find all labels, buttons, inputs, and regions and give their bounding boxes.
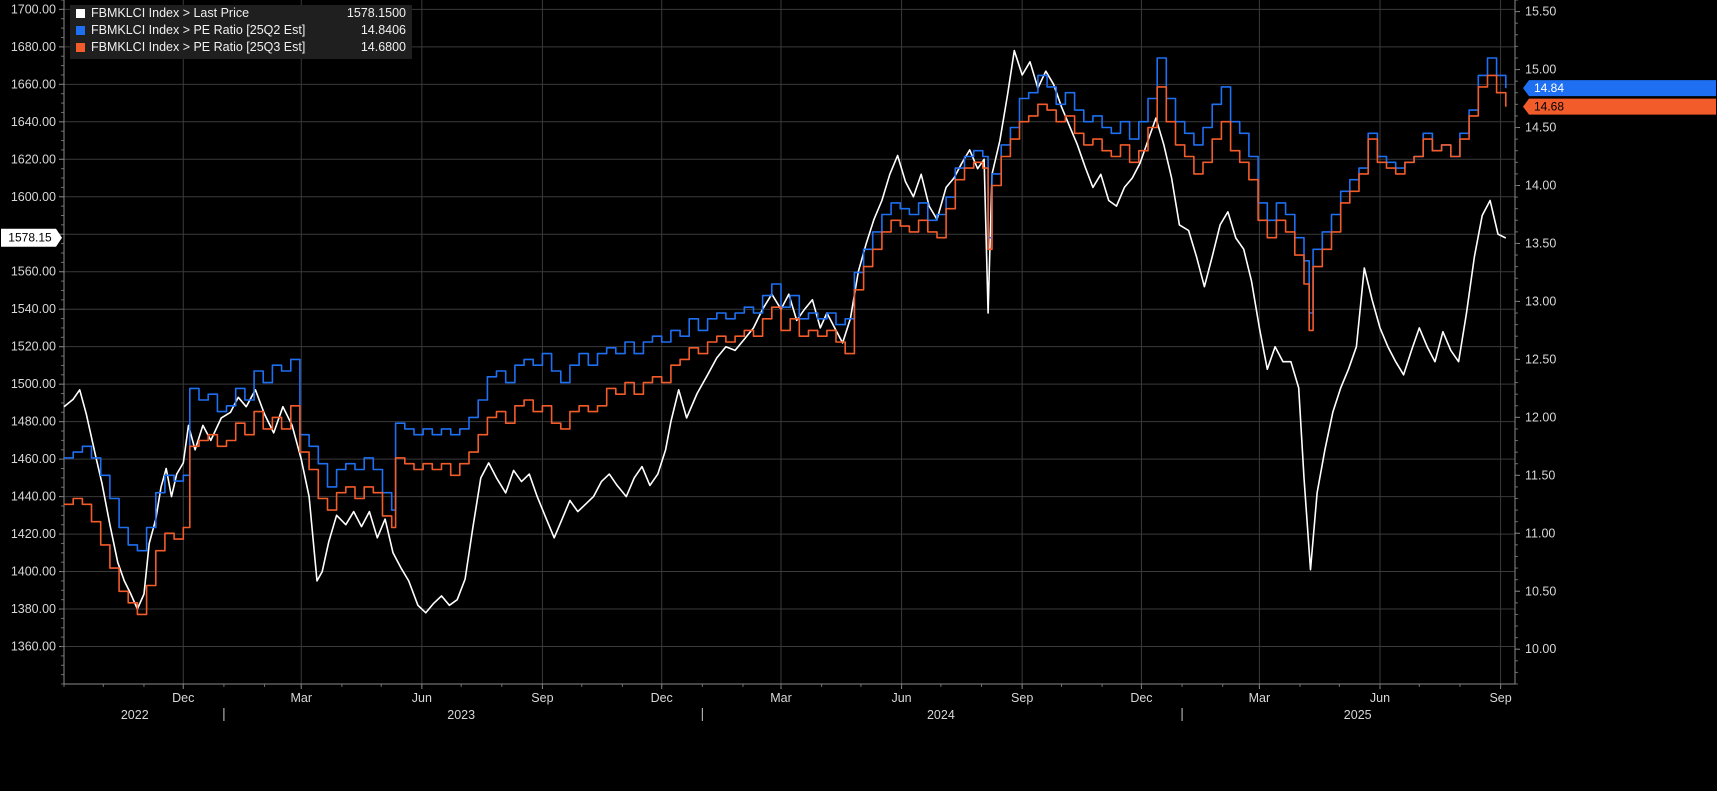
- series-line-pe-25q2: [64, 57, 1507, 552]
- tag-label: 1578.15: [8, 231, 52, 245]
- pe-ratio-tag: 14.84: [1523, 80, 1716, 97]
- left-tick-label: 1600.00: [11, 190, 56, 204]
- x-year-label: 2025: [1344, 708, 1372, 722]
- series-line-pe-25q3: [64, 74, 1507, 616]
- tag-label: 14.68: [1534, 100, 1564, 114]
- tag-shape: [1, 228, 62, 247]
- left-tick-label: 1560.00: [11, 265, 56, 279]
- x-year-label: 2023: [447, 708, 475, 722]
- pe-ratio-tag: 14.68: [1523, 98, 1716, 115]
- x-year-label: 2022: [121, 708, 149, 722]
- legend-item-pe-25q2: FBMKLCI Index > PE Ratio [25Q2 Est] 14.8…: [70, 22, 412, 39]
- legend-item-pe-25q3: FBMKLCI Index > PE Ratio [25Q3 Est] 14.6…: [70, 39, 412, 56]
- tag-label: 14.84: [1534, 81, 1564, 95]
- left-tick-label: 1380.00: [11, 602, 56, 616]
- x-month-label: Dec: [172, 691, 194, 705]
- x-month-label: Sep: [531, 691, 553, 705]
- x-month-label: Sep: [1011, 691, 1033, 705]
- left-tick-label: 1540.00: [11, 302, 56, 316]
- x-month-label: Jun: [891, 691, 911, 705]
- x-month-label: Mar: [290, 691, 312, 705]
- left-tick-label: 1520.00: [11, 340, 56, 354]
- right-tick-label: 13.50: [1525, 236, 1556, 250]
- right-tick-label: 12.50: [1525, 352, 1556, 366]
- right-tick-label: 15.50: [1525, 5, 1556, 19]
- left-tick-label: 1420.00: [11, 527, 56, 541]
- legend-value: 14.8406: [360, 23, 406, 37]
- left-tick-label: 1460.00: [11, 452, 56, 466]
- chart-legend: FBMKLCI Index > Last Price 1578.1500 FBM…: [70, 5, 412, 59]
- x-month-label: Mar: [770, 691, 792, 705]
- left-tick-label: 1500.00: [11, 377, 56, 391]
- legend-label: FBMKLCI Index > PE Ratio [25Q3 Est]: [91, 40, 306, 54]
- left-tick-label: 1620.00: [11, 152, 56, 166]
- x-month-label: Sep: [1489, 691, 1511, 705]
- right-tick-label: 10.50: [1525, 584, 1556, 598]
- x-month-label: Mar: [1249, 691, 1271, 705]
- left-tick-label: 1640.00: [11, 115, 56, 129]
- right-tick-label: 15.00: [1525, 63, 1556, 77]
- x-month-label: Jun: [412, 691, 432, 705]
- left-tick-label: 1660.00: [11, 77, 56, 91]
- series-lines: [63, 49, 1507, 616]
- legend-value: 14.6800: [360, 40, 406, 54]
- axes: 1360.00 1380.00 1400.00 1420.00 1440.00 1460.…: [11, 0, 1556, 722]
- last-value-tags: 1578.15 14.84 14.68: [1, 80, 1716, 247]
- legend-label: FBMKLCI Index > PE Ratio [25Q2 Est]: [91, 23, 306, 37]
- legend-label: FBMKLCI Index > Last Price: [91, 6, 250, 20]
- x-month-label: Dec: [1130, 691, 1152, 705]
- left-tick-label: 1440.00: [11, 490, 56, 504]
- left-tick-label: 1360.00: [11, 640, 56, 654]
- right-tick-label: 10.00: [1525, 642, 1556, 656]
- right-tick-label: 11.00: [1525, 526, 1555, 540]
- x-month-label: Dec: [651, 691, 673, 705]
- right-tick-label: 11.50: [1525, 468, 1555, 482]
- left-tick-label: 1680.00: [11, 40, 56, 54]
- left-tick-label: 1480.00: [11, 415, 56, 429]
- tag-shape: [1523, 98, 1716, 115]
- right-tick-label: 14.00: [1525, 178, 1556, 192]
- legend-swatch-blue: [76, 26, 85, 35]
- legend-swatch-orange: [76, 43, 85, 52]
- right-tick-label: 13.00: [1525, 294, 1556, 308]
- left-tick-label: 1700.00: [11, 2, 56, 16]
- right-tick-label: 12.00: [1525, 410, 1556, 424]
- right-tick-label: 14.50: [1525, 121, 1556, 135]
- legend-item-last-price: FBMKLCI Index > Last Price 1578.1500: [70, 5, 412, 22]
- legend-swatch-white: [76, 9, 85, 18]
- grid-lines: [64, 0, 1515, 684]
- left-tick-label: 1400.00: [11, 565, 56, 579]
- x-year-label: 2024: [927, 708, 955, 722]
- legend-value: 1578.1500: [346, 6, 406, 20]
- last-price-tag: 1578.15: [1, 228, 62, 247]
- tag-shape: [1523, 80, 1716, 97]
- x-month-label: Jun: [1370, 691, 1390, 705]
